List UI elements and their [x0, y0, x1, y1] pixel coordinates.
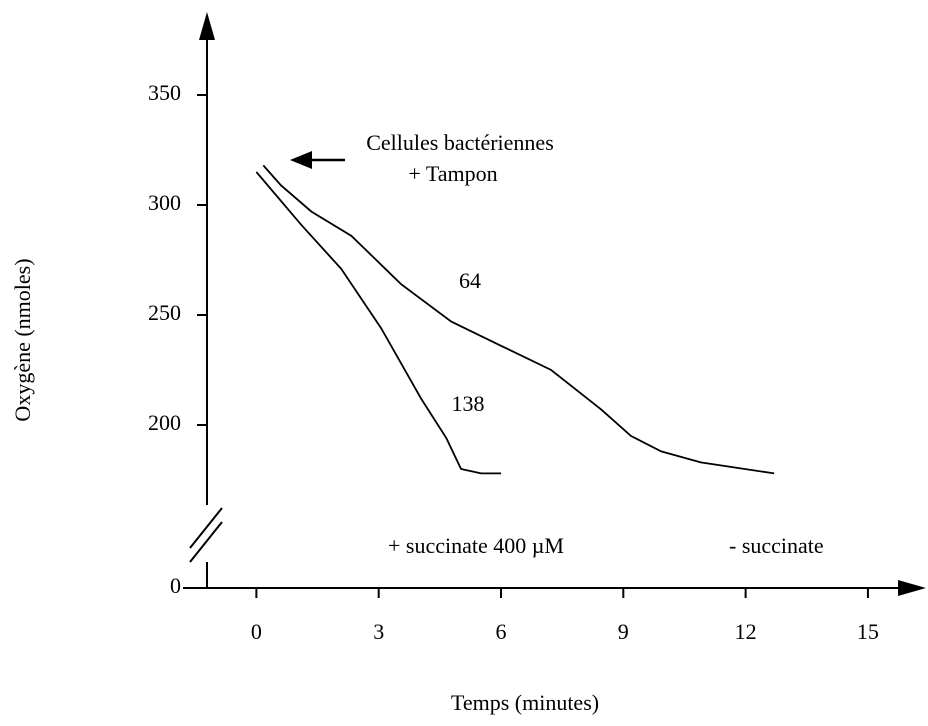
annotation: 64 — [459, 268, 481, 293]
y-tick-label: 200 — [148, 410, 181, 435]
axis-break — [189, 521, 223, 563]
annotation: + Tampon — [408, 161, 497, 186]
y-axis-arrow — [199, 12, 215, 40]
y-tick-label: 250 — [148, 300, 181, 325]
series-label: - succinate — [729, 533, 824, 558]
series-label: + succinate 400 µM — [388, 533, 564, 558]
x-tick-label: 3 — [373, 619, 384, 644]
axis-break — [189, 507, 223, 549]
x-axis-label: Temps (minutes) — [451, 690, 599, 715]
data-line — [255, 171, 501, 475]
annotation-arrow-head — [290, 151, 312, 169]
annotation: 138 — [452, 391, 485, 416]
x-tick-label: 15 — [857, 619, 879, 644]
y-axis-label: Oxygène (nmoles) — [10, 258, 35, 421]
y-tick-label: 350 — [148, 80, 181, 105]
annotation: Cellules bactériennes — [366, 130, 554, 155]
x-axis-arrow — [898, 580, 926, 596]
x-tick-label: 12 — [735, 619, 757, 644]
y-tick-label: 0 — [170, 573, 181, 598]
x-tick-label: 9 — [618, 619, 629, 644]
x-tick-label: 6 — [496, 619, 507, 644]
x-tick-label: 0 — [251, 619, 262, 644]
y-tick-label: 300 — [148, 190, 181, 215]
data-line — [262, 164, 775, 475]
